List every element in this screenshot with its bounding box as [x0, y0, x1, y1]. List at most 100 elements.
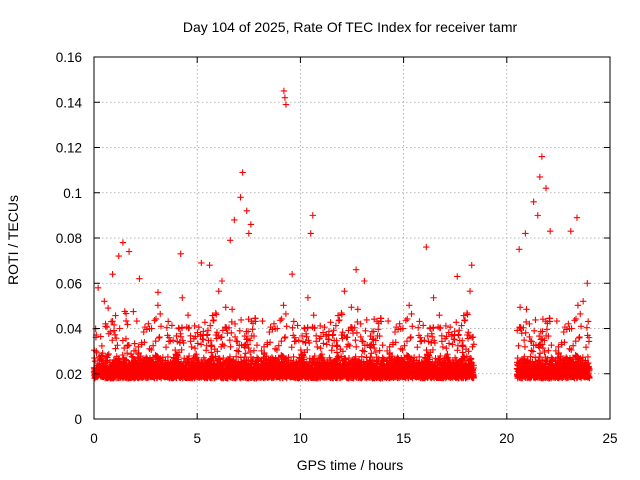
data-point — [103, 323, 111, 331]
data-point — [152, 315, 160, 323]
data-point — [244, 328, 252, 335]
data-point — [208, 341, 215, 349]
data-point — [109, 318, 116, 325]
data-point — [152, 337, 159, 345]
data-point — [241, 332, 248, 340]
data-points — [90, 87, 593, 382]
data-point — [228, 329, 235, 337]
data-point — [185, 352, 193, 360]
data-point — [163, 324, 171, 331]
data-point — [141, 339, 148, 346]
data-point — [191, 344, 199, 352]
data-point — [114, 342, 121, 349]
data-point — [131, 340, 138, 347]
data-point — [102, 323, 109, 330]
data-point — [130, 308, 137, 315]
data-point — [226, 336, 233, 344]
data-point — [237, 316, 245, 324]
grid-lines — [94, 57, 610, 419]
data-point — [110, 321, 118, 329]
data-point — [209, 317, 217, 324]
data-point — [215, 287, 222, 295]
data-point — [184, 311, 192, 319]
data-point — [104, 304, 112, 312]
data-point — [169, 337, 177, 344]
data-point — [168, 322, 176, 329]
data-point — [228, 318, 235, 326]
data-point — [116, 325, 123, 332]
data-point — [145, 320, 152, 328]
data-point — [112, 345, 119, 352]
data-point — [97, 333, 104, 340]
data-point — [234, 338, 241, 345]
data-point — [194, 329, 201, 336]
data-point — [124, 321, 131, 328]
data-point — [213, 311, 220, 318]
data-point — [209, 312, 216, 319]
data-point — [191, 322, 198, 330]
data-point — [104, 351, 111, 359]
data-point — [121, 344, 128, 352]
data-point — [175, 325, 183, 332]
data-point — [111, 331, 119, 339]
data-point — [232, 353, 240, 360]
data-point — [167, 337, 174, 345]
data-point — [109, 337, 116, 344]
data-point — [187, 338, 194, 345]
data-point — [244, 341, 251, 348]
data-point — [107, 328, 114, 336]
data-point — [195, 323, 203, 331]
data-point — [231, 320, 239, 328]
data-point — [164, 318, 172, 325]
data-point — [225, 324, 233, 331]
data-point — [207, 322, 214, 329]
data-point — [119, 351, 126, 359]
data-point — [133, 317, 141, 325]
data-point — [148, 325, 155, 332]
data-point — [99, 350, 106, 357]
data-point — [231, 333, 239, 341]
data-point — [122, 317, 130, 325]
data-point — [157, 323, 165, 330]
data-point — [179, 294, 186, 301]
data-point — [214, 348, 221, 355]
data-point — [226, 353, 234, 360]
data-point — [245, 344, 252, 352]
data-point — [235, 348, 242, 355]
data-point — [208, 349, 215, 356]
data-point — [180, 339, 187, 347]
data-point — [162, 344, 170, 351]
data-point — [125, 342, 133, 349]
data-point — [222, 304, 229, 311]
data-point — [213, 329, 221, 336]
data-point — [98, 342, 106, 350]
data-point — [178, 346, 185, 354]
data-point — [202, 347, 210, 354]
data-point — [220, 354, 227, 362]
data-point — [194, 340, 201, 347]
data-point — [164, 353, 172, 361]
data-point — [220, 342, 228, 350]
data-point — [204, 327, 212, 334]
data-point — [200, 328, 207, 335]
data-point — [227, 343, 234, 350]
data-point — [207, 337, 215, 344]
data-point — [212, 353, 219, 360]
data-point — [171, 346, 179, 354]
data-point — [122, 310, 130, 317]
data-point — [236, 327, 243, 334]
data-point — [246, 348, 254, 356]
data-point — [123, 349, 131, 357]
data-point — [157, 310, 164, 318]
data-point — [112, 334, 120, 342]
data-point — [165, 334, 173, 341]
data-point — [204, 331, 211, 338]
data-point — [175, 353, 182, 361]
data-point — [197, 341, 205, 348]
data-point — [128, 353, 136, 360]
data-point — [187, 332, 194, 340]
data-point — [105, 350, 113, 358]
data-point — [188, 343, 195, 351]
data-point — [218, 333, 226, 341]
